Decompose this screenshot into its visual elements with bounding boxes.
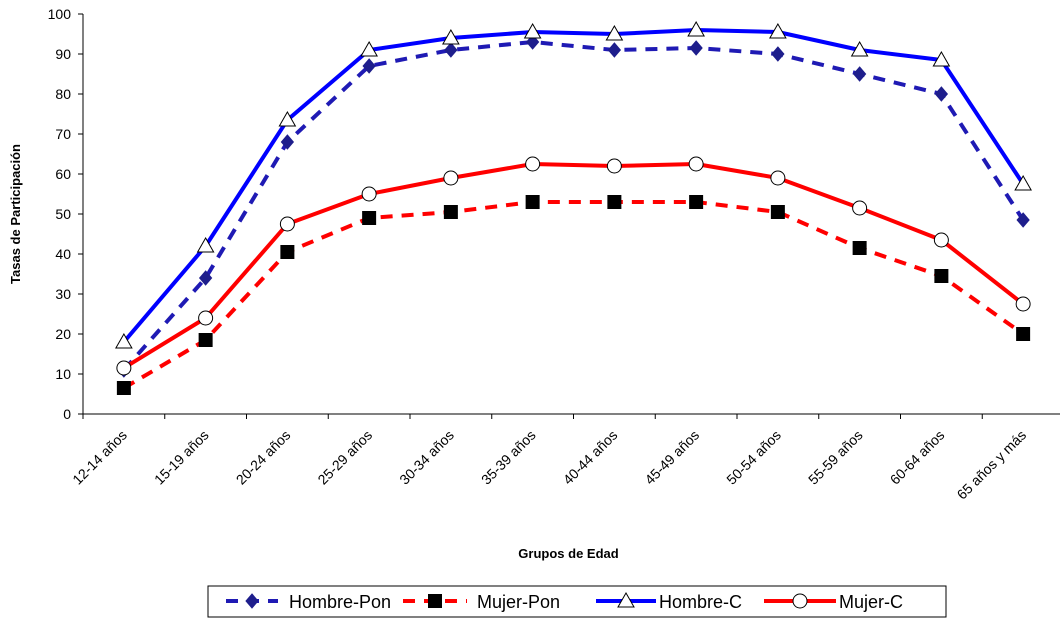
mujer-pon-point xyxy=(362,211,377,225)
series-mujer-c xyxy=(116,156,1031,376)
y-tick-label: 100 xyxy=(48,6,72,22)
y-tick-label: 60 xyxy=(55,166,71,182)
hombre-c-point xyxy=(605,24,624,41)
series-line xyxy=(122,162,1025,370)
hombre-pon-point xyxy=(607,42,622,58)
mujer-pon-point xyxy=(280,245,295,259)
hombre-pon-point xyxy=(280,134,295,150)
y-tick-label: 20 xyxy=(55,326,71,342)
series-layer xyxy=(115,20,1032,395)
mujer-c-point xyxy=(688,156,704,172)
x-tick-label: 55-59 años xyxy=(805,427,866,488)
series-line xyxy=(122,200,1025,390)
x-tick-label: 45-49 años xyxy=(641,427,702,488)
legend-label: Mujer-Pon xyxy=(477,592,560,612)
hombre-c-point xyxy=(523,22,542,39)
y-tick-label: 30 xyxy=(55,286,71,302)
y-tick-label: 90 xyxy=(55,46,71,62)
y-ticks: 0 10 20 30 40 50 60 70 80 90 100 xyxy=(48,6,83,422)
hombre-c-point xyxy=(850,40,869,57)
x-ticks: 12-14 años 15-19 años 20-24 años 25-29 años… xyxy=(69,414,1030,503)
x-tick-label: 50-54 años xyxy=(723,427,784,488)
hombre-pon-point xyxy=(245,593,259,609)
mujer-c-point xyxy=(933,232,949,248)
mujer-c-point xyxy=(1015,296,1031,312)
axes xyxy=(82,14,1060,415)
x-tick-label: 15-19 años xyxy=(151,427,212,488)
y-tick-label: 80 xyxy=(55,86,71,102)
hombre-c-point xyxy=(278,110,297,127)
x-tick-label: 40-44 años xyxy=(560,427,621,488)
series-mujer-pon xyxy=(116,195,1031,395)
y-tick-label: 0 xyxy=(63,406,71,422)
mujer-c-point xyxy=(279,216,295,232)
legend-item: Mujer-Pon xyxy=(403,592,560,612)
hombre-c-point xyxy=(442,28,460,45)
y-axis-title: Tasas de Participación xyxy=(8,144,23,284)
y-tick-label: 10 xyxy=(55,366,71,382)
series-line xyxy=(122,28,1025,344)
legend-item: Mujer-C xyxy=(764,592,903,612)
hombre-c-point xyxy=(769,22,787,39)
legend-label: Hombre-Pon xyxy=(289,592,391,612)
x-tick-label: 35-39 años xyxy=(478,427,539,488)
hombre-pon-point xyxy=(852,66,867,82)
mujer-pon-point xyxy=(770,205,785,219)
mujer-pon-point xyxy=(525,195,540,209)
y-tick-label: 70 xyxy=(55,126,71,142)
mujer-c-point xyxy=(198,310,214,326)
mujer-c-point xyxy=(443,170,459,186)
hombre-c-point xyxy=(617,591,635,608)
mujer-pon-point xyxy=(1016,327,1031,341)
mujer-pon-point xyxy=(198,333,213,347)
mujer-c-point xyxy=(525,156,541,172)
hombre-pon-point xyxy=(934,86,949,102)
mujer-c-point xyxy=(116,360,132,376)
hombre-pon-point xyxy=(198,270,213,286)
mujer-pon-point xyxy=(689,195,704,209)
mujer-c-point xyxy=(606,158,622,174)
mujer-pon-point xyxy=(607,195,622,209)
x-tick-label: 30-34 años xyxy=(396,427,457,488)
x-tick-label: 12-14 años xyxy=(69,427,130,488)
x-tick-label: 65 años y más xyxy=(954,427,1030,503)
hombre-pon-point xyxy=(444,42,458,58)
hombre-c-point xyxy=(196,236,215,253)
x-tick-label: 60-64 años xyxy=(887,427,948,488)
mujer-pon-point xyxy=(116,381,131,395)
x-axis-title: Grupos de Edad xyxy=(518,546,618,561)
hombre-c-point xyxy=(932,50,951,67)
mujer-c-point xyxy=(852,200,868,216)
hombre-c-point xyxy=(1014,174,1032,191)
mujer-c-point xyxy=(792,593,808,609)
series-line xyxy=(122,40,1025,372)
legend-box xyxy=(207,585,947,618)
legend-label: Hombre-C xyxy=(659,592,742,612)
series-hombre-pon xyxy=(117,34,1030,378)
mujer-pon-point xyxy=(428,594,442,608)
mujer-pon-point xyxy=(934,269,949,283)
legend-item: Hombre-C xyxy=(596,591,742,612)
hombre-c-point xyxy=(687,20,705,37)
y-tick-label: 50 xyxy=(55,206,71,222)
hombre-pon-point xyxy=(689,40,703,56)
legend-label: Mujer-C xyxy=(839,592,903,612)
mujer-c-point xyxy=(770,170,786,186)
series-hombre-c xyxy=(115,20,1032,349)
x-tick-label: 25-29 años xyxy=(314,427,375,488)
hombre-pon-point xyxy=(362,58,376,74)
mujer-c-point xyxy=(361,186,377,202)
hombre-c-point xyxy=(115,332,133,349)
x-tick-label: 20-24 años xyxy=(233,427,294,488)
legend: Hombre-Pon Mujer-Pon Hombre-C Mujer-C xyxy=(207,585,947,618)
mujer-pon-point xyxy=(443,205,458,219)
legend-item: Hombre-Pon xyxy=(226,592,391,612)
mujer-pon-point xyxy=(852,241,867,255)
y-tick-label: 40 xyxy=(55,246,71,262)
hombre-pon-point xyxy=(1016,212,1030,228)
hombre-c-point xyxy=(360,40,378,57)
hombre-pon-point xyxy=(771,46,785,62)
